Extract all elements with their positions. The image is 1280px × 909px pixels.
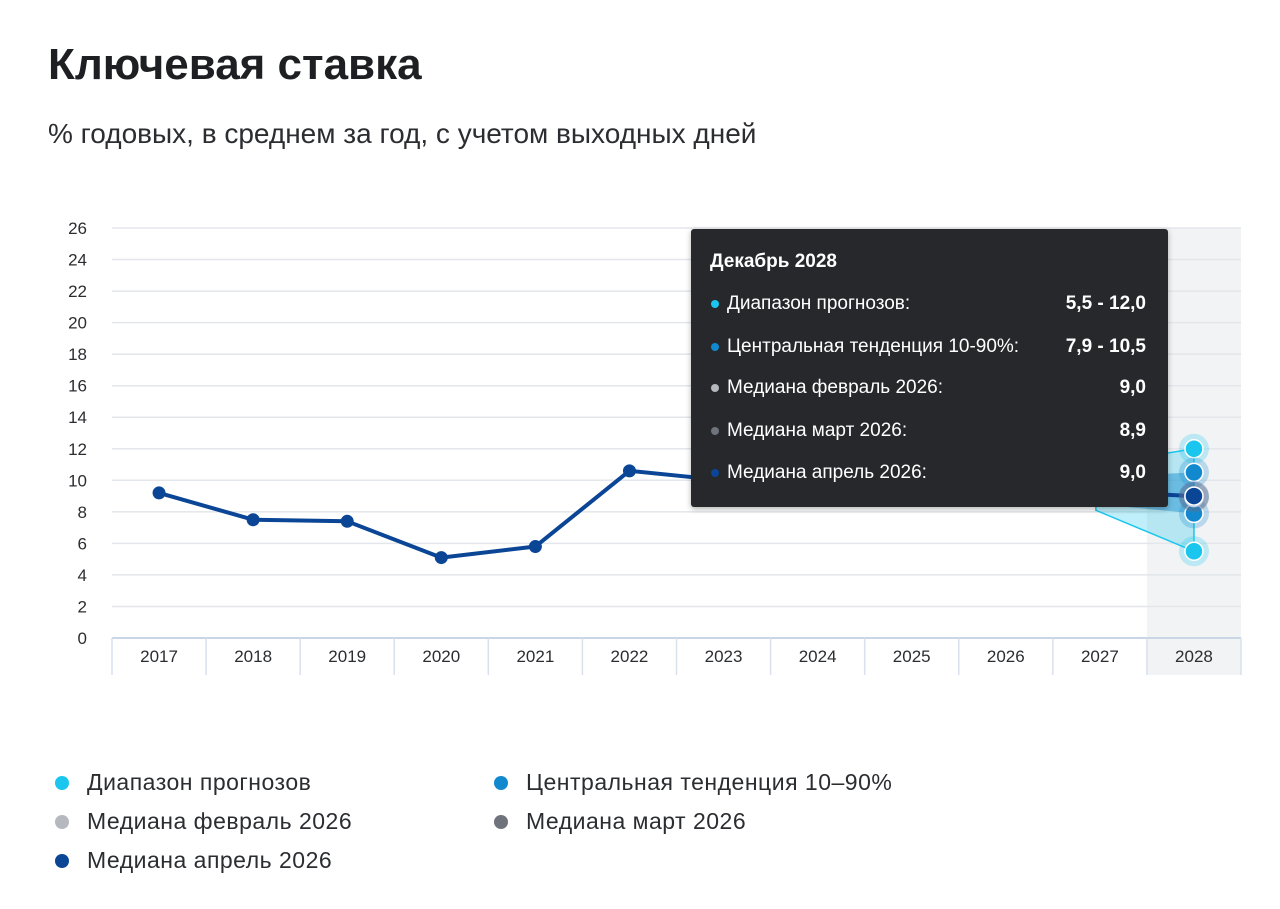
median-mar-dot-icon — [711, 427, 719, 435]
y-tick-label: 20 — [68, 314, 87, 333]
y-tick-label: 0 — [78, 629, 87, 648]
legend-item-range[interactable]: Диапазон прогнозов — [55, 769, 311, 796]
legend-item-median-mar[interactable]: Медиана март 2026 — [494, 808, 746, 835]
legend-dot-icon — [55, 814, 69, 829]
legend-item-central[interactable]: Центральная тенденция 10–90% — [494, 769, 892, 796]
x-tick-label: 2028 — [1175, 647, 1213, 666]
median-feb-dot-icon — [711, 384, 719, 392]
y-tick-label: 26 — [68, 219, 87, 238]
y-tick-label: 2 — [78, 597, 87, 616]
tooltip-header: Декабрь 2028 — [710, 251, 837, 272]
tooltip-value: 9,0 — [1119, 377, 1146, 398]
y-tick-label: 16 — [68, 377, 87, 396]
y-tick-label: 8 — [78, 503, 87, 522]
x-tick-label: 2024 — [799, 647, 837, 666]
central-dot-icon — [711, 343, 719, 351]
y-tick-label: 22 — [68, 282, 87, 301]
y-tick-label: 6 — [78, 534, 87, 553]
actual-rate-line — [158, 468, 724, 560]
legend-item-median-feb[interactable]: Медиана февраль 2026 — [55, 808, 352, 835]
x-tick-label: 2026 — [987, 647, 1025, 666]
tooltip: Декабрь 2028 Диапазон прогнозов: 5,5 - 12… — [691, 229, 1168, 507]
tooltip-value: 8,9 — [1119, 420, 1146, 441]
actual-rate-point — [152, 486, 166, 500]
y-tick-label: 10 — [68, 471, 87, 490]
actual-rate-point — [434, 551, 448, 565]
tooltip-row-central: Центральная тенденция 10-90%: 7,9 - 10,5 — [711, 334, 1146, 360]
actual-rate-point — [622, 464, 636, 478]
legend-dot-icon — [494, 775, 508, 790]
y-tick-label: 12 — [68, 440, 87, 459]
x-tick-label: 2022 — [611, 647, 649, 666]
x-tick-label: 2021 — [516, 647, 554, 666]
tooltip-value: 7,9 - 10,5 — [1065, 336, 1146, 357]
legend-dot-icon — [55, 853, 69, 868]
tooltip-label: Диапазон прогнозов: — [727, 293, 911, 314]
x-tick-label: 2017 — [140, 647, 178, 666]
y-tick-label: 14 — [68, 408, 87, 427]
x-tick-label: 2018 — [234, 647, 272, 666]
legend-dot-icon — [494, 814, 508, 829]
tooltip-value: 5,5 - 12,0 — [1065, 293, 1146, 314]
range-dot-icon — [711, 300, 719, 308]
tooltip-row-range: Диапазон прогнозов: 5,5 - 12,0 — [711, 291, 1146, 317]
x-tick-label: 2025 — [893, 647, 931, 666]
legend-label: Диапазон прогнозов — [87, 769, 312, 795]
y-tick-label: 24 — [68, 251, 87, 270]
tooltip-row-median-apr: Медиана апрель 2026: 9,0 — [711, 460, 1146, 486]
x-tick-label: 2027 — [1081, 647, 1119, 666]
x-tick-label: 2023 — [705, 647, 743, 666]
legend-dot-icon — [55, 775, 69, 790]
tooltip-value: 9,0 — [1119, 462, 1146, 483]
tooltip-label: Медиана март 2026: — [727, 420, 908, 441]
tooltip-label: Центральная тенденция 10-90%: — [727, 336, 1020, 357]
legend-label: Медиана февраль 2026 — [87, 808, 353, 834]
range-min-point — [1184, 541, 1204, 562]
actual-rate-point — [246, 513, 260, 527]
chart-subtitle: % годовых, в среднем за год, с учетом вы… — [48, 118, 757, 149]
legend-label: Медиана март 2026 — [526, 808, 747, 834]
legend-label: Медиана апрель 2026 — [87, 847, 333, 873]
legend-item-median-apr[interactable]: Медиана апрель 2026 — [55, 847, 332, 874]
x-tick-label: 2019 — [328, 647, 366, 666]
chart-title: Ключевая ставка — [48, 40, 422, 89]
actual-rate-point — [340, 514, 354, 528]
x-tick-label: 2020 — [422, 647, 460, 666]
y-tick-label: 18 — [68, 345, 87, 364]
y-tick-label: 4 — [78, 566, 87, 585]
range-max-point — [1184, 439, 1204, 459]
tooltip-label: Медиана апрель 2026: — [727, 462, 927, 483]
tooltip-row-median-feb: Медиана февраль 2026: 9,0 — [711, 375, 1146, 401]
median-apr-dot-icon — [711, 469, 719, 477]
central-max-point — [1184, 462, 1204, 483]
legend-label: Центральная тенденция 10–90% — [526, 769, 893, 795]
actual-rate-point — [528, 540, 542, 554]
median-apr-point — [1184, 486, 1204, 506]
tooltip-label: Медиана февраль 2026: — [727, 377, 944, 398]
tooltip-row-median-mar: Медиана март 2026: 8,9 — [711, 418, 1146, 444]
